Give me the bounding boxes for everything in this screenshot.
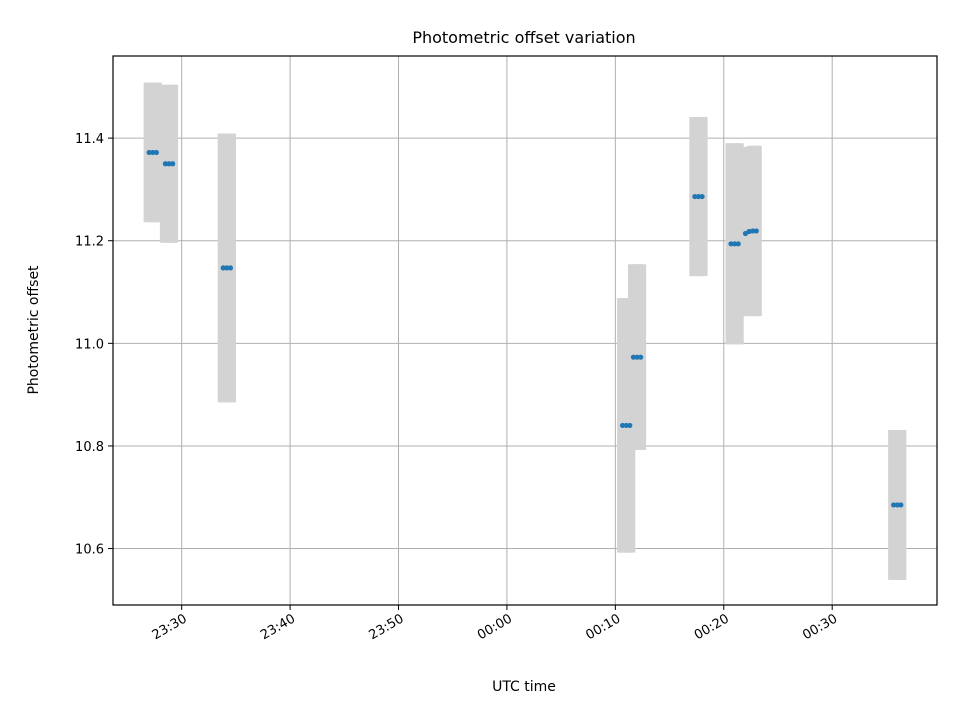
data-point [146,149,152,156]
y-tick-label: 11.4 [75,132,104,147]
y-axis-label: Photometric offset [26,265,42,395]
data-point [227,265,234,271]
data-point [224,265,230,271]
data-point [753,228,759,234]
data-point [162,161,169,167]
data-point [699,193,705,200]
y-tick-label: 11.2 [75,235,104,250]
data-point [634,354,640,360]
grid [113,56,937,605]
y-tick-label: 11.0 [75,337,104,352]
data-point [898,502,904,508]
data-point [732,241,738,247]
x-axis-label: UTC time [492,679,556,695]
chart-title: Photometric offset variation [412,28,635,47]
data-point [695,193,702,200]
data-points [146,149,904,508]
y-tick-label: 10.6 [75,543,104,558]
data-point [638,354,644,360]
data-point [894,502,900,508]
data-point [692,193,698,200]
y-tick-label: 10.8 [75,440,104,455]
data-point [728,241,734,247]
data-point [619,422,626,429]
data-point [750,228,756,234]
data-point [627,422,633,429]
data-point [150,149,156,156]
data-point [735,241,741,247]
data-point [630,354,637,360]
data-point [891,502,897,508]
data-point [153,149,159,156]
data-point [170,161,176,167]
data-point [220,265,226,271]
data-point [623,422,629,429]
data-point [166,161,172,167]
plot-frame [112,55,938,606]
